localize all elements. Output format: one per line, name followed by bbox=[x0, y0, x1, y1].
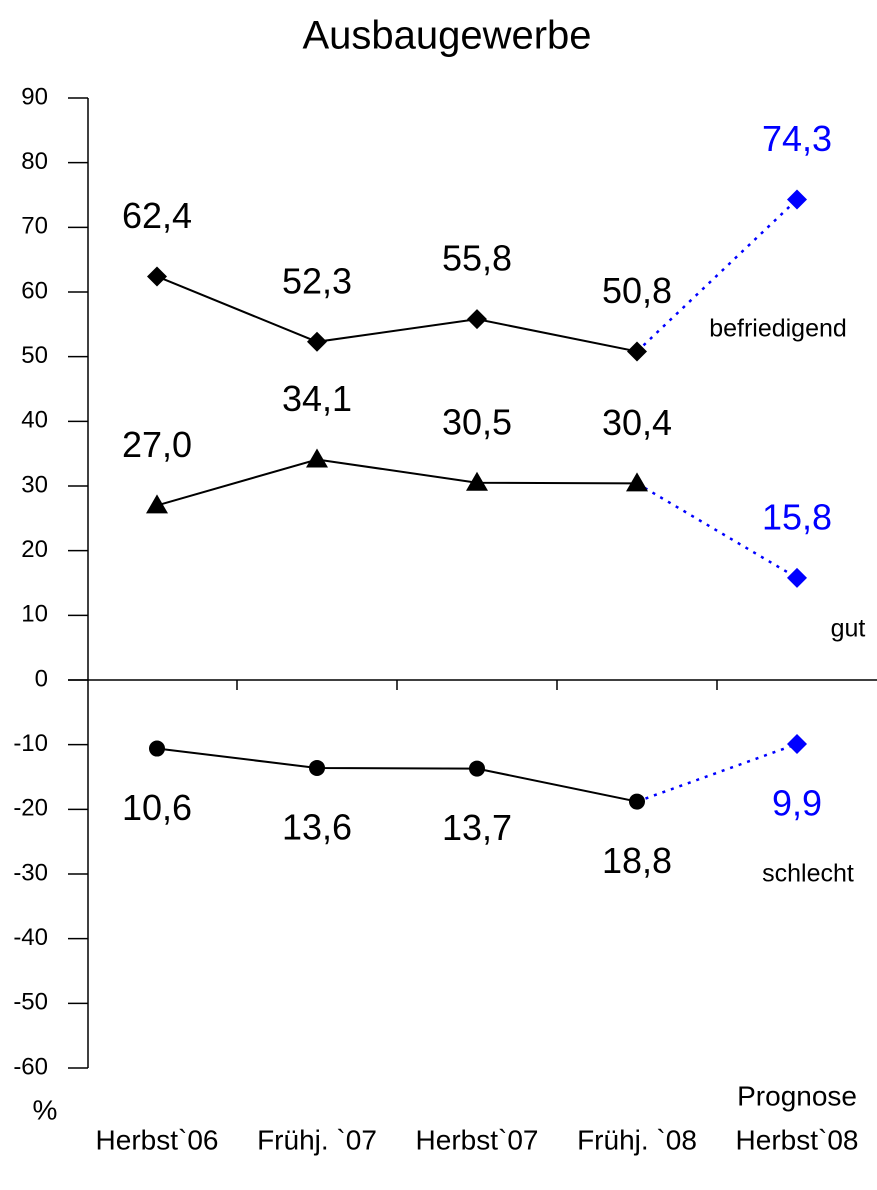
y-tick-label: 0 bbox=[35, 665, 48, 692]
marker bbox=[627, 341, 647, 362]
marker bbox=[306, 448, 328, 468]
marker bbox=[787, 567, 807, 588]
y-tick-label: -10 bbox=[13, 730, 48, 757]
chart-title: Ausbaugewerbe bbox=[302, 14, 591, 58]
value-label: 27,0 bbox=[122, 424, 192, 465]
y-tick-label: 70 bbox=[21, 213, 48, 240]
marker bbox=[629, 793, 645, 810]
value-label: 30,4 bbox=[602, 402, 672, 443]
value-label: 18,8 bbox=[602, 840, 672, 881]
marker bbox=[467, 309, 487, 330]
value-label: 13,7 bbox=[442, 807, 512, 848]
marker bbox=[309, 759, 325, 776]
marker bbox=[147, 266, 167, 287]
marker bbox=[307, 331, 327, 352]
value-label: 55,8 bbox=[442, 238, 512, 279]
y-tick-label: -30 bbox=[13, 859, 48, 886]
series-name: gut bbox=[831, 615, 866, 643]
marker bbox=[146, 494, 168, 514]
value-label: 10,6 bbox=[122, 787, 192, 828]
y-tick-label: 40 bbox=[21, 407, 48, 434]
series-name: schlecht bbox=[762, 860, 854, 888]
marker bbox=[787, 734, 807, 755]
forecast-line bbox=[636, 482, 798, 579]
y-tick-label: -40 bbox=[13, 924, 48, 951]
series-name: befriedigend bbox=[709, 315, 847, 343]
forecast-label: Prognose bbox=[737, 1080, 857, 1111]
x-tick-label: Frühj. `07 bbox=[257, 1124, 377, 1155]
value-label: 74,3 bbox=[762, 118, 832, 159]
value-label: 30,5 bbox=[442, 401, 512, 442]
marker bbox=[149, 740, 165, 757]
y-tick-label: -60 bbox=[13, 1053, 48, 1080]
y-tick-label: 50 bbox=[21, 342, 48, 369]
series-line bbox=[156, 275, 638, 353]
x-tick-label: Frühj. `08 bbox=[577, 1124, 697, 1155]
marker bbox=[626, 472, 648, 492]
y-tick-label: 90 bbox=[21, 83, 48, 110]
y-tick-label: -20 bbox=[13, 795, 48, 822]
forecast-line bbox=[636, 742, 798, 803]
value-label: 62,4 bbox=[122, 195, 192, 236]
series-line bbox=[156, 747, 638, 803]
y-axis-label: % bbox=[33, 1094, 58, 1125]
y-tick-label: -50 bbox=[13, 989, 48, 1016]
value-label: 50,8 bbox=[602, 270, 672, 311]
x-tick-label: Herbst`08 bbox=[736, 1124, 859, 1155]
value-label: 13,6 bbox=[282, 806, 352, 847]
y-tick-label: 60 bbox=[21, 277, 48, 304]
value-label: 9,9 bbox=[772, 783, 822, 824]
marker bbox=[787, 189, 807, 210]
x-tick-label: Herbst`06 bbox=[96, 1124, 219, 1155]
value-label: 52,3 bbox=[282, 260, 352, 301]
marker bbox=[469, 760, 485, 777]
forecast-line bbox=[636, 198, 798, 353]
marker bbox=[466, 471, 488, 491]
x-tick-label: Herbst`07 bbox=[416, 1124, 539, 1155]
series-line bbox=[156, 458, 638, 507]
y-tick-label: 30 bbox=[21, 471, 48, 498]
y-tick-label: 20 bbox=[21, 536, 48, 563]
y-tick-label: 10 bbox=[21, 601, 48, 628]
value-label: 15,8 bbox=[762, 496, 832, 537]
value-label: 34,1 bbox=[282, 378, 352, 419]
y-tick-label: 80 bbox=[21, 148, 48, 175]
